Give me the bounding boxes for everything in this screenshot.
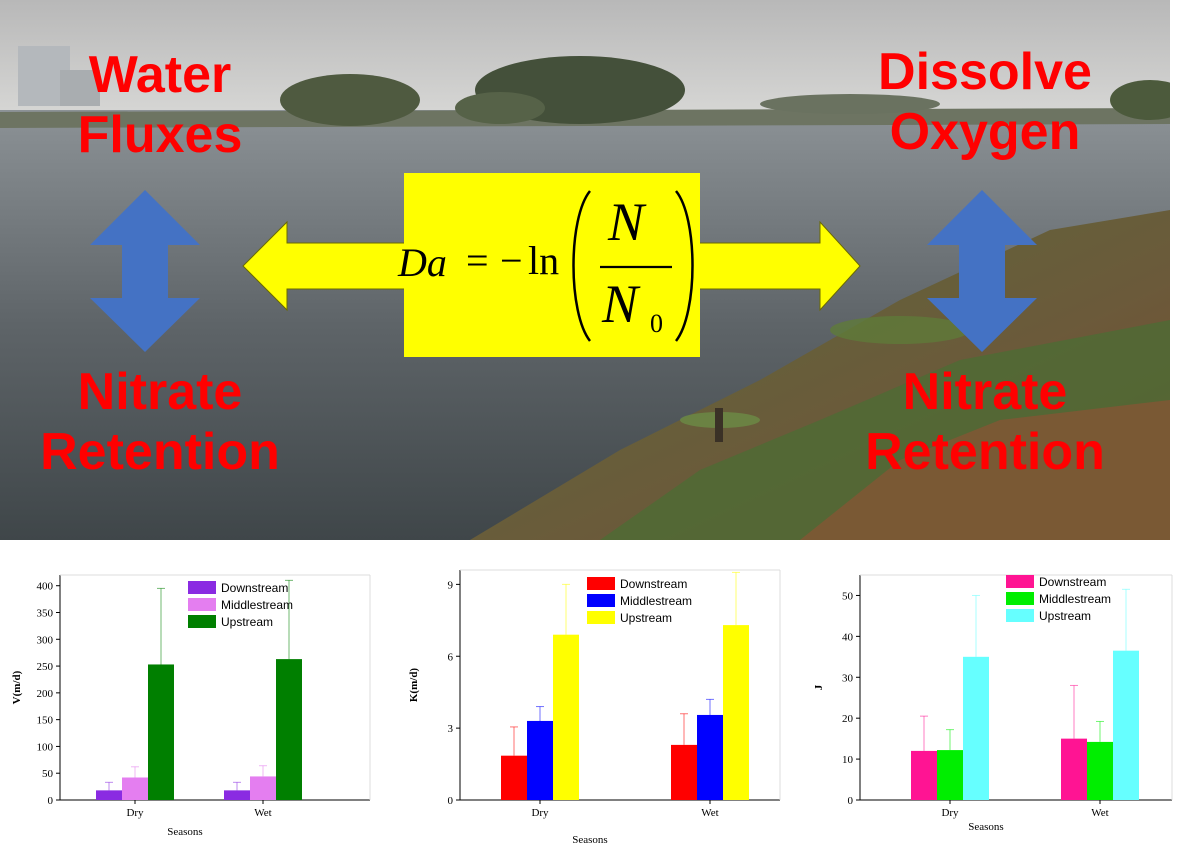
formula-minus: − — [500, 238, 523, 283]
nitrate-left-line-1: Nitrate — [77, 363, 243, 421]
bar-upstream-wet — [1113, 650, 1139, 800]
dissolve-oxygen-line-2: Oxygen — [889, 103, 1081, 161]
water-fluxes-label: Water Fluxes — [50, 45, 270, 165]
y-tick-label: 9 — [448, 579, 454, 591]
y-axis-label: V(m/d) — [11, 670, 23, 704]
y-axis-label: J — [813, 684, 825, 690]
legend-swatch-downstream — [1006, 575, 1034, 588]
legend-label-upstream: Upstream — [1039, 609, 1091, 623]
x-tick-label: Dry — [126, 807, 144, 819]
y-tick-label: 40 — [842, 631, 854, 643]
bar-downstream-dry — [501, 755, 527, 800]
legend-swatch-middlestream — [188, 598, 216, 611]
x-tick-label: Wet — [1091, 807, 1108, 819]
j-chart: 0 10 20 30 40 50 J Dry Wet Seasons Downstream Middl… — [800, 555, 1182, 846]
bar-middlestream-dry — [122, 777, 148, 800]
y-tick-label: 250 — [37, 661, 54, 673]
x-axis-label: Seasons — [968, 821, 1003, 833]
y-tick-label: 300 — [37, 634, 54, 646]
bar-upstream-dry — [553, 634, 579, 800]
k-chart: 0 3 6 9 K(m/d) Dry Wet Seasons Downstream Middles… — [395, 555, 790, 846]
y-tick-label: 0 — [848, 795, 854, 807]
y-tick-label: 150 — [37, 715, 54, 727]
y-tick-label: 0 — [448, 795, 454, 807]
y-tick-label: 350 — [37, 608, 54, 620]
velocity-chart: 0 50 100 150 200 250 300 350 400 V(m/d) Dry Wet Seas… — [0, 555, 380, 846]
x-tick-label: Wet — [254, 807, 271, 819]
x-tick-label: Dry — [531, 807, 549, 819]
bar-upstream-wet — [723, 625, 749, 800]
legend-label-downstream: Downstream — [1039, 575, 1106, 589]
nitrate-retention-right-label: Nitrate Retention — [830, 362, 1140, 482]
k-chart-svg: 0 3 6 9 K(m/d) Dry Wet Seasons Downstream Middles… — [408, 569, 781, 846]
oxygen-double-arrow — [927, 190, 1037, 352]
bar-downstream-wet — [1061, 738, 1087, 800]
bar-middlestream-dry — [937, 750, 963, 800]
y-tick-label: 20 — [842, 713, 854, 725]
y-tick-label: 3 — [448, 723, 454, 735]
legend-swatch-upstream — [587, 611, 615, 624]
y-tick-label: 0 — [48, 795, 54, 807]
bar-upstream-wet — [276, 659, 302, 800]
water-fluxes-line-1: Water — [88, 46, 232, 104]
formula-brackets — [572, 190, 694, 342]
formula-denominator: N — [602, 274, 639, 334]
bar-middlestream-dry — [527, 720, 553, 800]
x-tick-label: Wet — [701, 807, 718, 819]
bar-middlestream-wet — [1087, 741, 1113, 800]
dissolve-oxygen-label: Dissolve Oxygen — [860, 42, 1110, 162]
j-chart-svg: 0 10 20 30 40 50 J Dry Wet Seasons Downstream Middl… — [813, 574, 1173, 833]
x-axis-label: Seasons — [572, 834, 607, 846]
nitrate-right-line-1: Nitrate — [902, 363, 1068, 421]
formula-ln: ln — [528, 238, 560, 283]
bar-downstream-wet — [224, 790, 250, 800]
y-tick-label: 10 — [842, 754, 854, 766]
legend-label-upstream: Upstream — [221, 615, 273, 629]
legend-label-downstream: Downstream — [620, 577, 687, 591]
legend-label-upstream: Upstream — [620, 611, 672, 625]
bar-downstream-dry — [911, 750, 937, 800]
legend-label-middlestream: Middlestream — [620, 594, 692, 608]
y-tick-label: 30 — [842, 672, 854, 684]
x-axis-label: Seasons — [167, 826, 202, 838]
y-tick-label: 100 — [37, 741, 54, 753]
legend-label-downstream: Downstream — [221, 581, 288, 595]
dissolve-oxygen-line-1: Dissolve — [878, 43, 1092, 101]
formula-equals: = — [466, 238, 489, 283]
bar-middlestream-wet — [697, 714, 723, 800]
legend-label-middlestream: Middlestream — [1039, 592, 1111, 606]
water-fluxes-line-2: Fluxes — [77, 106, 243, 164]
legend-swatch-middlestream — [1006, 592, 1034, 605]
legend-swatch-downstream — [587, 577, 615, 590]
y-tick-label: 50 — [42, 768, 54, 780]
formula-subscript: 0 — [650, 309, 663, 338]
y-tick-label: 6 — [448, 651, 454, 663]
legend-swatch-downstream — [188, 581, 216, 594]
nitrate-retention-left-label: Nitrate Retention — [10, 362, 310, 482]
legend-swatch-upstream — [188, 615, 216, 628]
bar-upstream-dry — [148, 664, 174, 800]
bar-middlestream-wet — [250, 776, 276, 800]
legend-swatch-middlestream — [587, 594, 615, 607]
legend-swatch-upstream — [1006, 609, 1034, 622]
lake-photo-panel: Water Fluxes Dissolve Oxygen Nitrate Ret… — [0, 0, 1170, 540]
bar-upstream-dry — [963, 656, 989, 800]
nitrate-left-line-2: Retention — [40, 423, 280, 481]
y-axis-label: K(m/d) — [408, 668, 420, 703]
y-tick-label: 200 — [37, 688, 54, 700]
damkohler-formula: Da = − ln N N 0 — [398, 173, 700, 357]
nitrate-right-line-2: Retention — [865, 423, 1105, 481]
formula-numerator: N — [608, 192, 645, 252]
y-tick-label: 400 — [37, 581, 54, 593]
y-tick-label: 50 — [842, 590, 854, 602]
velocity-chart-svg: 0 50 100 150 200 250 300 350 400 V(m/d) Dry Wet Seas… — [11, 574, 371, 838]
bar-downstream-wet — [671, 744, 697, 800]
formula-lhs: Da — [398, 240, 447, 285]
bar-downstream-dry — [96, 790, 122, 800]
water-flux-double-arrow — [90, 190, 200, 352]
legend-label-middlestream: Middlestream — [221, 598, 293, 612]
x-tick-label: Dry — [941, 807, 959, 819]
